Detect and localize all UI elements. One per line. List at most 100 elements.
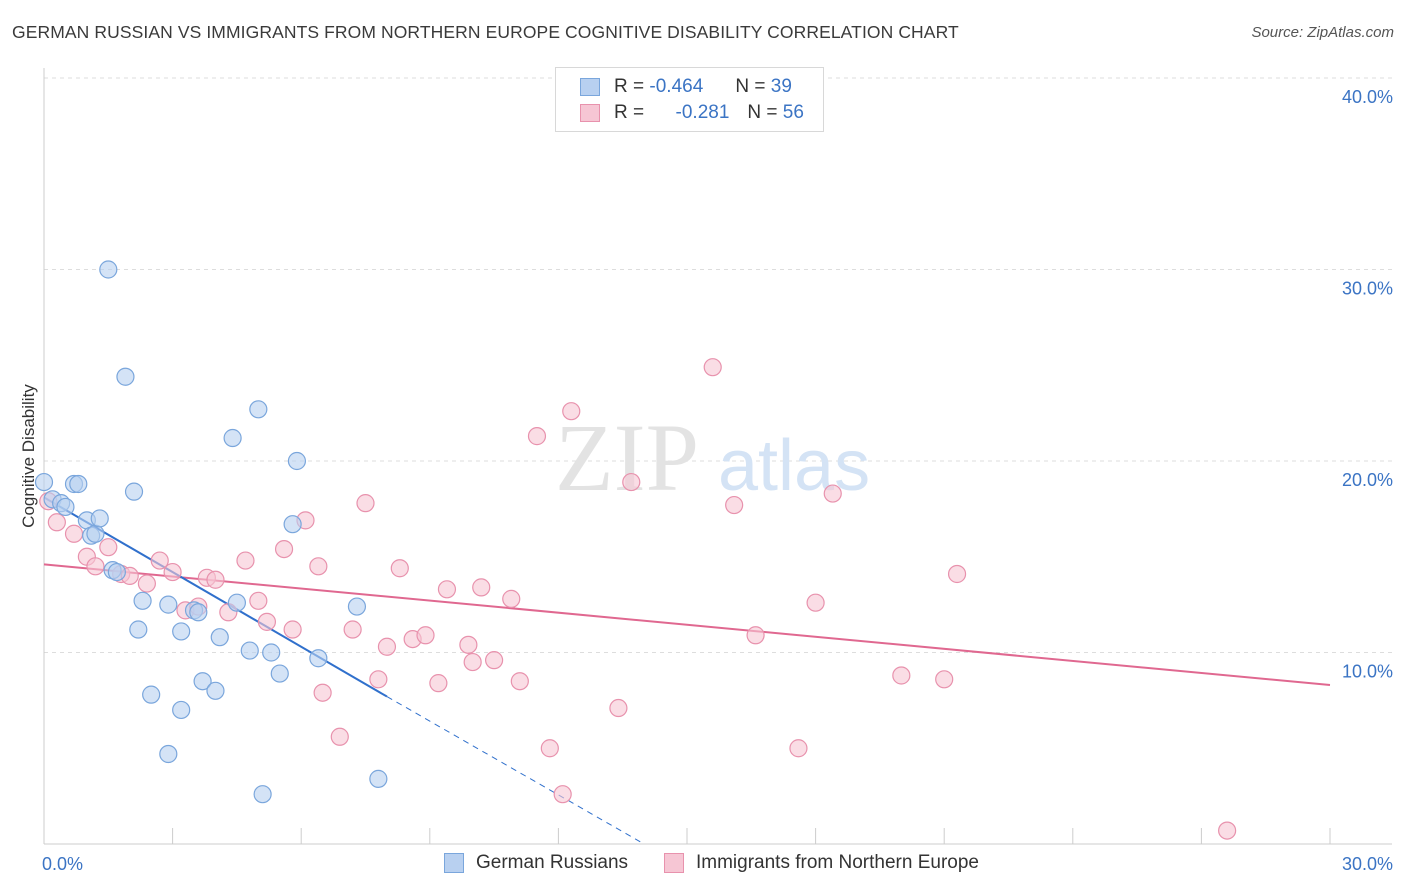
point-northern-europe: [309, 557, 328, 576]
point-german-russians: [309, 649, 328, 668]
x-tick-label: 30.0%: [1342, 854, 1393, 874]
point-northern-europe: [47, 513, 66, 532]
point-german-russians: [262, 643, 281, 662]
point-german-russians: [249, 400, 268, 419]
legend-label: Immigrants from Northern Europe: [696, 852, 979, 873]
n-label: N =: [747, 102, 778, 123]
watermark-atlas: atlas: [718, 426, 870, 506]
point-northern-europe: [137, 574, 156, 593]
n-value: 56: [782, 102, 804, 123]
point-german-russians: [253, 785, 272, 804]
point-german-russians: [133, 591, 152, 610]
point-german-russians: [287, 451, 307, 471]
point-german-russians: [159, 744, 178, 764]
point-northern-europe: [343, 620, 362, 639]
point-northern-europe: [163, 562, 182, 582]
r-value: -0.464: [649, 76, 704, 97]
r-value: -0.281: [675, 102, 730, 123]
point-northern-europe: [377, 637, 397, 656]
point-northern-europe: [1218, 821, 1237, 840]
r-label: R =: [614, 102, 645, 123]
point-northern-europe: [236, 551, 255, 570]
pink-swatch: [664, 853, 684, 873]
y-axis-label: Cognitive Disability: [19, 384, 38, 528]
point-german-russians: [240, 641, 259, 660]
point-northern-europe: [390, 559, 409, 578]
point-german-russians: [116, 367, 135, 386]
point-northern-europe: [947, 564, 967, 584]
point-german-russians: [347, 597, 367, 616]
trend-lines: [43, 496, 1331, 845]
point-northern-europe: [249, 591, 268, 610]
legend-row-german-russians: R = -0.464 N = 39: [580, 75, 792, 99]
point-northern-europe: [463, 652, 482, 672]
point-northern-europe: [99, 538, 118, 557]
point-german-russians: [270, 664, 289, 683]
legend-item-german-russians: German Russians: [444, 852, 628, 874]
y-tick-label: 20.0%: [1342, 470, 1393, 490]
point-german-russians: [223, 428, 242, 448]
point-northern-europe: [283, 620, 302, 639]
y-tick-label: 10.0%: [1342, 662, 1393, 682]
point-german-russians: [86, 524, 105, 543]
source-label: Source: ZipAtlas.com: [1251, 24, 1394, 41]
point-northern-europe: [510, 672, 529, 691]
legend-row-northern-europe: R = -0.281 N = 56: [580, 101, 804, 125]
point-german-russians: [210, 628, 229, 647]
point-northern-europe: [356, 494, 375, 513]
point-german-russians: [172, 622, 191, 641]
point-german-russians: [129, 620, 148, 639]
trend-northern-europe: [43, 563, 1331, 687]
point-northern-europe: [892, 666, 911, 685]
point-northern-europe: [472, 578, 491, 597]
x-tick-label: 0.0%: [42, 854, 83, 874]
point-northern-europe: [746, 626, 765, 645]
point-northern-europe: [64, 524, 84, 543]
point-german-russians: [56, 497, 75, 517]
point-german-russians: [283, 515, 302, 534]
axes: [43, 68, 1392, 845]
point-northern-europe: [622, 472, 641, 492]
point-northern-europe: [274, 539, 294, 559]
n-value: 39: [770, 76, 792, 97]
point-german-russians: [172, 700, 191, 720]
blue-swatch: [444, 853, 464, 873]
point-german-russians: [227, 593, 246, 612]
pink-swatch: [580, 104, 600, 122]
point-northern-europe: [540, 739, 559, 758]
point-northern-europe: [206, 570, 225, 589]
point-northern-europe: [257, 612, 277, 631]
point-german-russians: [124, 482, 144, 501]
series-legend: German Russians Immigrants from Northern…: [0, 852, 1406, 878]
point-northern-europe: [86, 557, 105, 576]
point-northern-europe: [429, 674, 448, 693]
legend-item-northern-europe: Immigrants from Northern Europe: [664, 852, 979, 874]
watermark: ZIP atlas: [555, 404, 870, 511]
data-points: [34, 260, 1237, 840]
point-german-russians: [193, 672, 212, 691]
point-northern-europe: [502, 589, 521, 608]
point-northern-europe: [725, 495, 744, 515]
y-tick-label: 30.0%: [1342, 279, 1393, 299]
tick-labels: 10.0% 20.0% 30.0% 40.0% 0.0% 30.0%: [42, 87, 1393, 874]
point-northern-europe: [609, 698, 628, 718]
point-northern-europe: [823, 484, 842, 503]
point-northern-europe: [150, 551, 169, 570]
trend-german-russians-extrapolated: [386, 696, 645, 845]
point-northern-europe: [437, 580, 457, 599]
point-northern-europe: [330, 727, 349, 746]
point-german-russians: [189, 603, 208, 622]
point-northern-europe: [416, 626, 435, 645]
n-label: N =: [735, 76, 766, 97]
point-northern-europe: [553, 785, 572, 804]
point-german-russians: [206, 681, 225, 700]
point-northern-europe: [703, 358, 722, 377]
chart-title: GERMAN RUSSIAN VS IMMIGRANTS FROM NORTHE…: [12, 22, 959, 42]
correlation-legend: R = -0.464 N = 39 R = -0.281 N = 56: [555, 67, 824, 132]
point-german-russians: [369, 769, 388, 788]
watermark-zip: ZIP: [555, 404, 699, 511]
point-northern-europe: [935, 670, 954, 689]
point-northern-europe: [806, 593, 825, 612]
point-northern-europe: [789, 739, 808, 758]
